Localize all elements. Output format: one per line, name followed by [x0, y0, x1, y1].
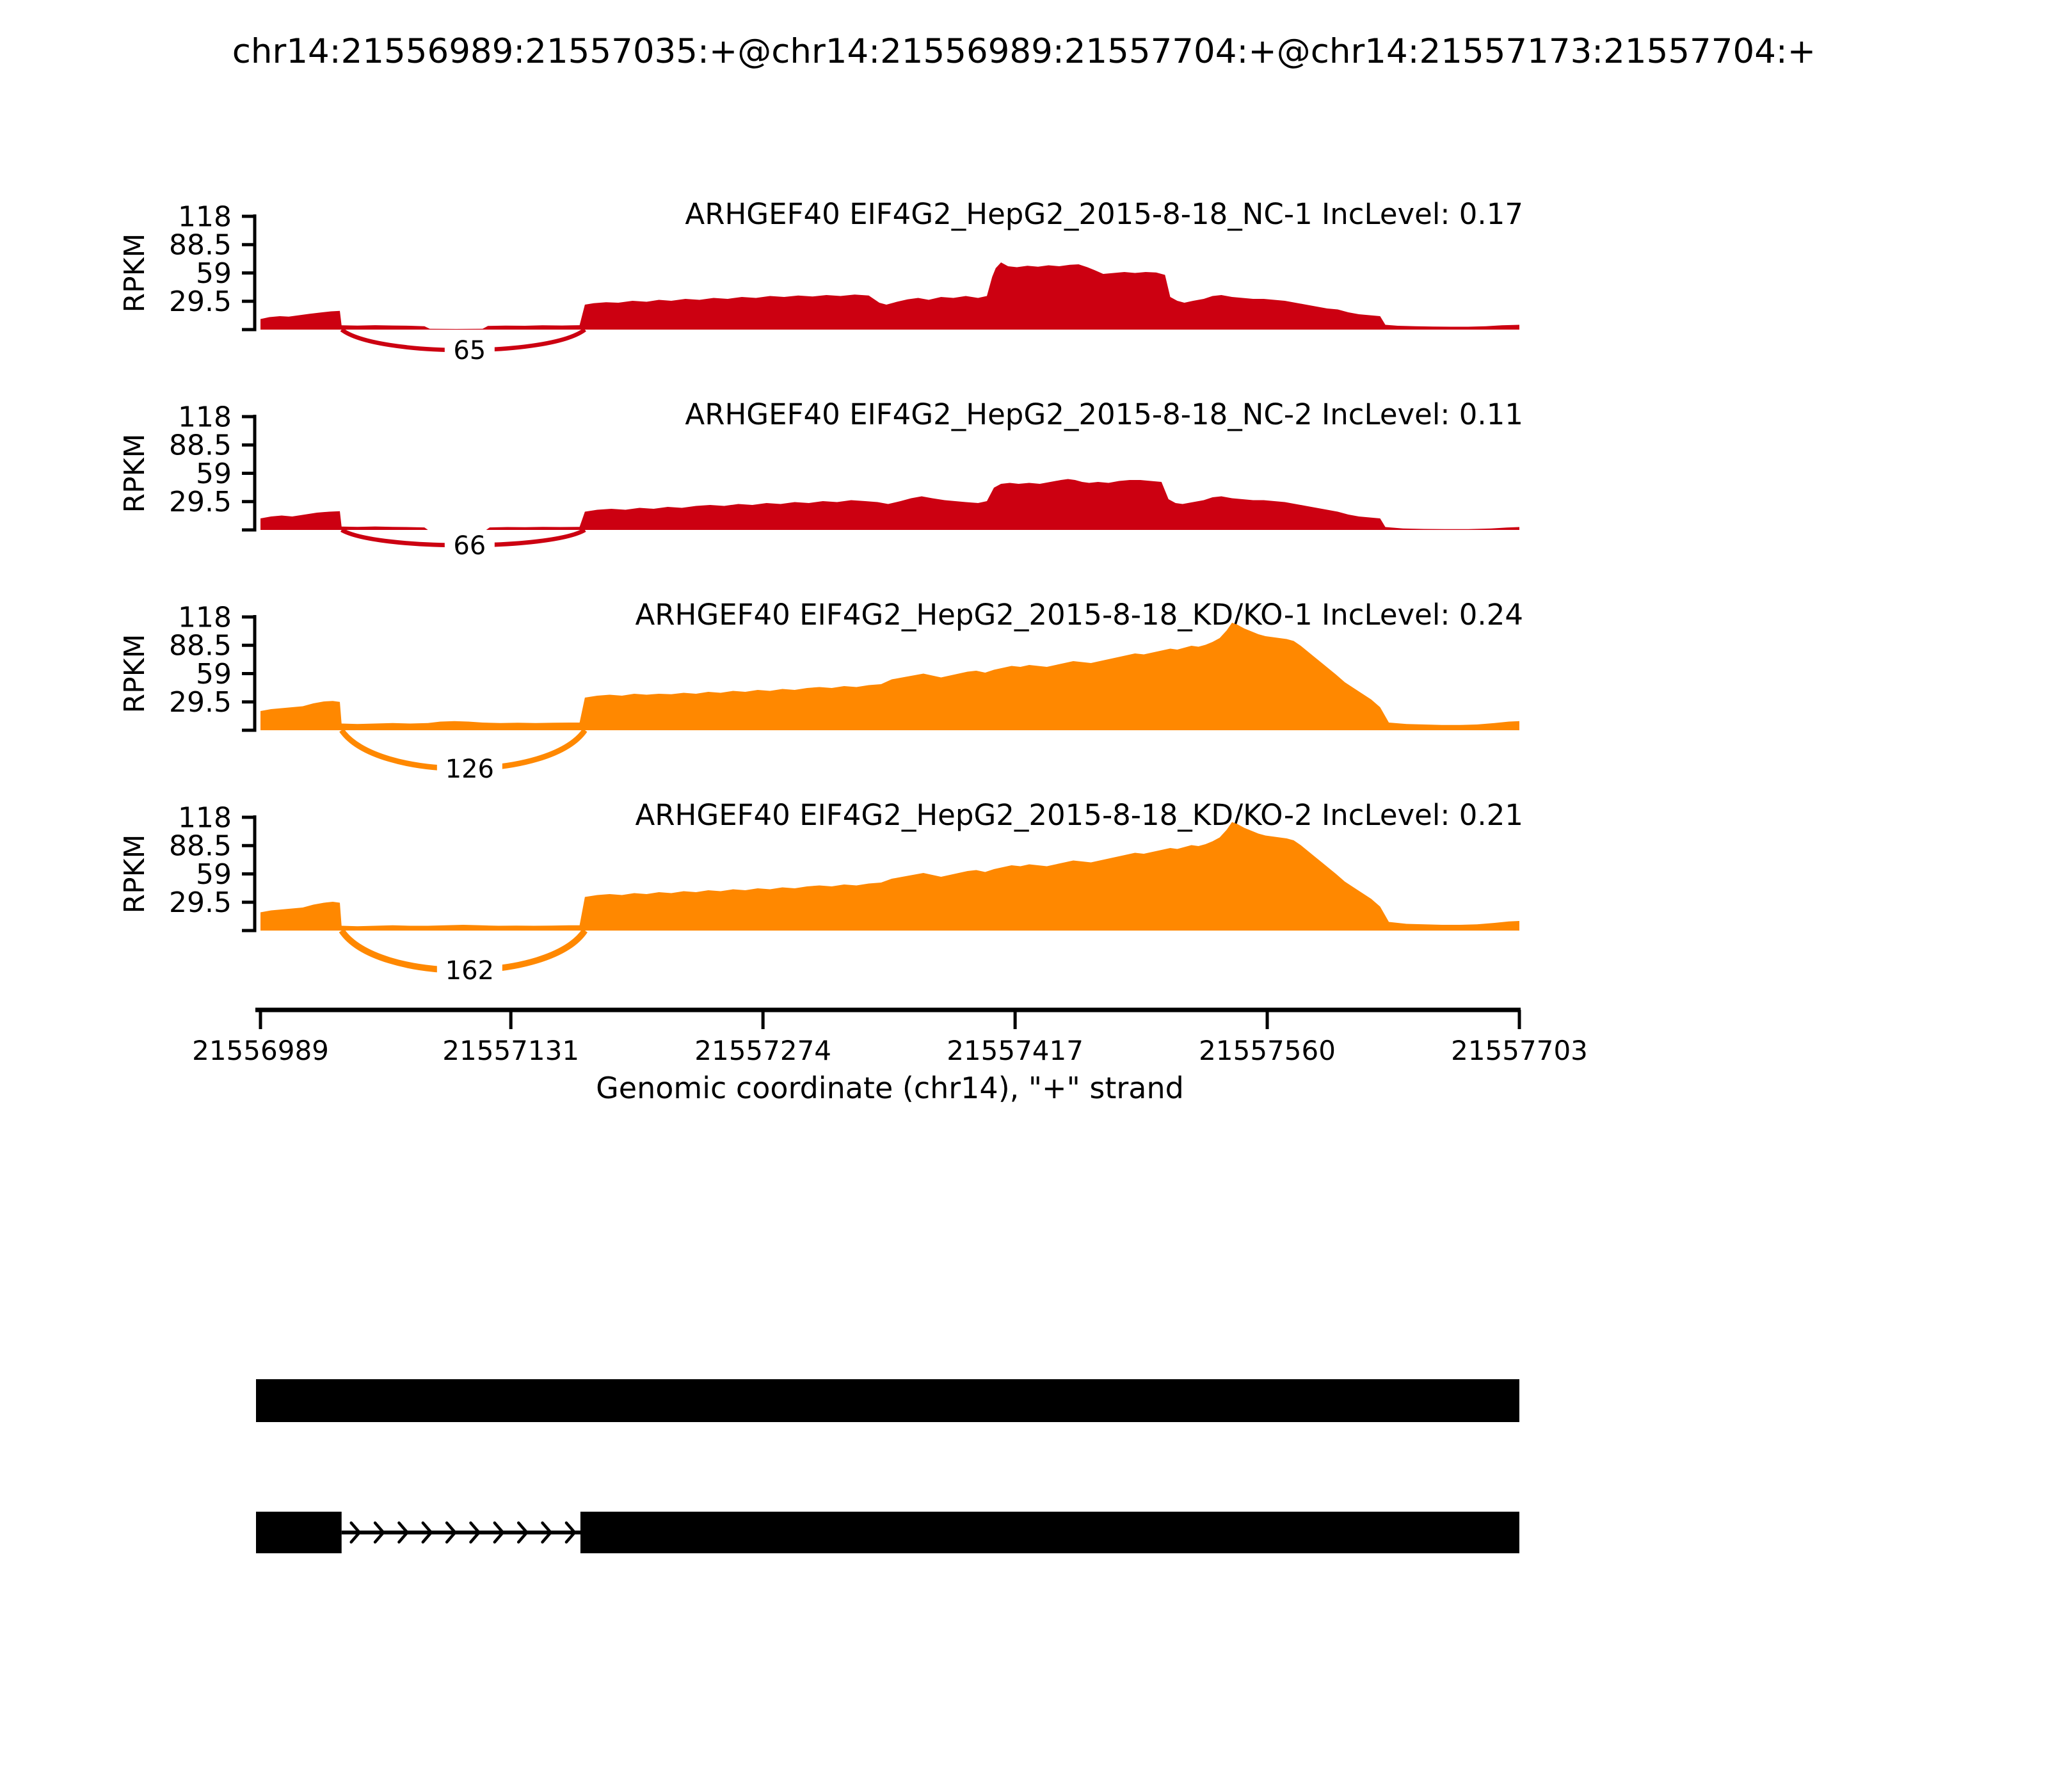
strand-arrow-icon	[493, 1521, 505, 1544]
exon-block	[580, 1512, 1519, 1553]
gene-model	[256, 1379, 1519, 1553]
y-tick-label: 59	[196, 458, 232, 490]
strand-arrow-icon	[445, 1521, 458, 1544]
y-tick-label: 29.5	[169, 486, 232, 518]
y-tick-label: 88.5	[169, 630, 232, 662]
junction-count-label: 66	[453, 531, 486, 561]
junction-label-bg	[436, 955, 502, 986]
y-tick-label: 59	[196, 858, 232, 891]
exon-block	[256, 1512, 342, 1553]
isoform-2	[256, 1512, 1519, 1553]
x-tick-label: 21557274	[694, 1035, 831, 1066]
y-axis-label: RPKM	[118, 434, 151, 513]
junction-count-label: 162	[445, 956, 494, 986]
y-tick-label: 88.5	[169, 429, 232, 462]
coverage-area	[260, 623, 1519, 730]
junction-label-bg	[436, 753, 502, 784]
strand-arrow-icon	[564, 1521, 577, 1544]
figure-title: chr14:21556989:21557035:+@chr14:21556989…	[232, 32, 1816, 71]
junction-count-label: 65	[453, 336, 486, 365]
x-tick-label: 21556989	[192, 1035, 329, 1066]
y-tick-label: 59	[196, 658, 232, 691]
y-tick-label: 118	[178, 200, 232, 233]
x-tick-label: 21557131	[442, 1035, 579, 1066]
exon-block	[256, 1379, 1519, 1422]
x-tick-label: 21557560	[1199, 1035, 1336, 1066]
strand-arrow-icon	[421, 1521, 433, 1544]
junction-label-bg	[444, 530, 495, 561]
x-axis: 21556989 21557131 21557274 21557417 21557560…	[192, 1007, 1588, 1105]
junction-count-label: 126	[445, 755, 494, 784]
x-tick-label: 21557703	[1451, 1035, 1588, 1066]
y-tick-label: 118	[178, 401, 232, 433]
track-title: ARHGEF40 EIF4G2_HepG2_2015-8-18_NC-1 Inc…	[685, 197, 1523, 231]
y-tick-label: 29.5	[169, 886, 232, 919]
y-tick-label: 29.5	[169, 285, 232, 318]
y-tick-label: 118	[178, 801, 232, 834]
y-axis-label: RPKM	[118, 835, 151, 914]
y-tick-label: 88.5	[169, 830, 232, 863]
y-axis-label: RPKM	[118, 234, 151, 313]
strand-arrow-icon	[373, 1521, 386, 1544]
strand-arrow-icon	[349, 1521, 362, 1544]
track-title: ARHGEF40 EIF4G2_HepG2_2015-8-18_KD/KO-2 …	[635, 798, 1523, 832]
strand-arrow-icon	[516, 1521, 529, 1544]
y-axis-label: RPKM	[118, 634, 151, 714]
strand-arrow-icon	[541, 1521, 553, 1544]
y-tick-label: 59	[196, 257, 232, 290]
coverage-area	[260, 822, 1519, 931]
coverage-area	[260, 479, 1519, 530]
isoform-1	[256, 1379, 1519, 1422]
x-axis-label: Genomic coordinate (chr14), "+" strand	[596, 1071, 1184, 1105]
coverage-area	[260, 262, 1519, 330]
strand-arrow-icon	[397, 1521, 410, 1544]
track-title: ARHGEF40 EIF4G2_HepG2_2015-8-18_KD/KO-1 …	[635, 598, 1523, 632]
junction-label-bg	[444, 335, 495, 365]
y-tick-label: 29.5	[169, 686, 232, 719]
x-tick-label: 21557417	[947, 1035, 1084, 1066]
strand-arrow-icon	[469, 1521, 481, 1544]
y-tick-label: 118	[178, 601, 232, 634]
y-tick-label: 88.5	[169, 229, 232, 262]
track-title: ARHGEF40 EIF4G2_HepG2_2015-8-18_NC-2 Inc…	[685, 397, 1523, 431]
